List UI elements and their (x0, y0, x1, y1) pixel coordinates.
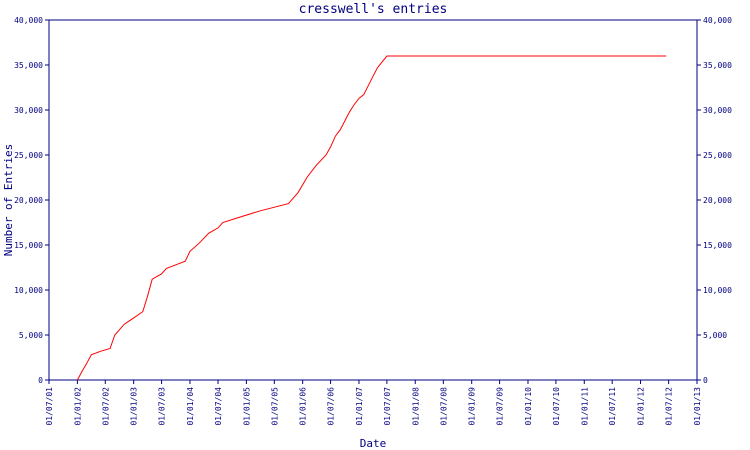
x-tick-label: 01/07/10 (552, 387, 561, 426)
y-tick-label-left: 5,000 (19, 331, 43, 340)
x-tick-label: 01/07/08 (439, 387, 448, 426)
x-tick-label: 01/01/04 (186, 387, 195, 426)
x-tick-label: 01/07/03 (158, 387, 167, 426)
y-tick-label-left: 20,000 (14, 196, 43, 205)
y-tick-label-left: 25,000 (14, 151, 43, 160)
y-tick-label-left: 40,000 (14, 16, 43, 25)
y-tick-label-right: 0 (703, 376, 708, 385)
x-tick-label: 01/01/05 (242, 387, 251, 426)
series-layer (76, 55, 667, 381)
y-tick-label-right: 15,000 (703, 241, 732, 250)
y-tick-label-right: 10,000 (703, 286, 732, 295)
x-tick-label: 01/01/06 (299, 387, 308, 426)
x-tick-label: 01/01/08 (411, 387, 420, 426)
y-tick-label-left: 10,000 (14, 286, 43, 295)
x-tick-label: 01/07/02 (101, 387, 110, 426)
y-axis-right: 0 5,000 10,000 15,000 20,000 25,000 30,000 35,0… (697, 16, 732, 385)
y-tick-label-right: 25,000 (703, 151, 732, 160)
y-tick-label-right: 40,000 (703, 16, 732, 25)
x-tick-label: 01/01/12 (637, 387, 646, 426)
x-tick-label: 01/01/07 (355, 387, 364, 426)
x-tick-label: 01/07/12 (665, 387, 674, 426)
x-tick-label: 01/01/09 (468, 387, 477, 426)
x-tick-label: 01/07/04 (214, 387, 223, 426)
x-axis: 01/07/01 01/01/02 01/07/02 01/01/03 01/07/03… (45, 380, 702, 426)
y-tick-label-right: 20,000 (703, 196, 732, 205)
x-tick-label: 01/07/11 (608, 387, 617, 426)
y-tick-label-right: 5,000 (703, 331, 727, 340)
x-tick-label: 01/07/01 (45, 387, 54, 426)
series-line (76, 55, 667, 381)
y-tick-label-right: 30,000 (703, 106, 732, 115)
y-axis-title: Number of Entries (2, 144, 15, 257)
y-axis-left: 0 5,000 10,000 15,000 20,000 25,000 30,000 35,0… (14, 16, 49, 385)
y-tick-label-right: 35,000 (703, 61, 732, 70)
y-tick-label-left: 30,000 (14, 106, 43, 115)
x-tick-label: 01/07/09 (496, 387, 505, 426)
x-axis-title: Date (360, 437, 387, 450)
chart-title: cresswell's entries (299, 2, 448, 17)
x-tick-label: 01/07/05 (270, 387, 279, 426)
x-tick-label: 01/01/11 (580, 387, 589, 426)
x-tick-label: 01/07/07 (383, 387, 392, 426)
x-tick-label: 01/01/13 (693, 387, 702, 426)
x-tick-label: 01/07/06 (327, 387, 336, 426)
x-tick-label: 01/01/02 (73, 387, 82, 426)
y-tick-label-left: 15,000 (14, 241, 43, 250)
x-tick-label: 01/01/10 (524, 387, 533, 426)
y-tick-label-left: 0 (38, 376, 43, 385)
x-tick-label: 01/01/03 (130, 387, 139, 426)
y-tick-label-left: 35,000 (14, 61, 43, 70)
